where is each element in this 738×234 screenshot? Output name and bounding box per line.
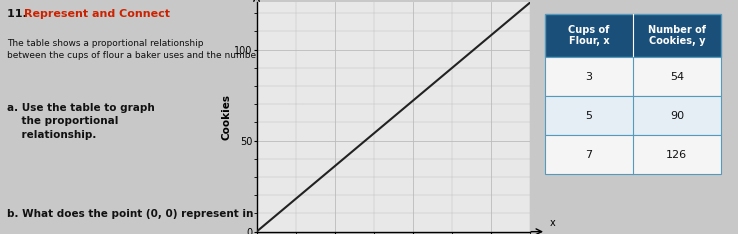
Text: The table shows a proportional relationship
between the cups of flour a baker us: The table shows a proportional relations… <box>7 39 340 60</box>
Text: 126: 126 <box>666 150 687 160</box>
Text: b. What does the point (0, 0) represent in the situation?: b. What does the point (0, 0) represent … <box>7 209 339 219</box>
FancyBboxPatch shape <box>545 57 721 96</box>
Text: 54: 54 <box>670 72 684 82</box>
FancyBboxPatch shape <box>545 96 721 135</box>
Text: Cups of
Flour, x: Cups of Flour, x <box>568 25 610 46</box>
FancyBboxPatch shape <box>545 14 721 57</box>
Text: a. Use the table to graph
    the proportional
    relationship.: a. Use the table to graph the proportion… <box>7 103 155 140</box>
Text: 7: 7 <box>585 150 593 160</box>
Text: x: x <box>550 218 556 228</box>
Y-axis label: Cookies: Cookies <box>221 94 231 140</box>
Text: Number of
Cookies, y: Number of Cookies, y <box>648 25 706 46</box>
FancyBboxPatch shape <box>545 135 721 174</box>
Text: 5: 5 <box>585 111 593 121</box>
Text: Represent and Connect: Represent and Connect <box>24 9 170 19</box>
Text: 90: 90 <box>670 111 684 121</box>
Text: 3: 3 <box>585 72 593 82</box>
Text: 11.: 11. <box>7 9 31 19</box>
